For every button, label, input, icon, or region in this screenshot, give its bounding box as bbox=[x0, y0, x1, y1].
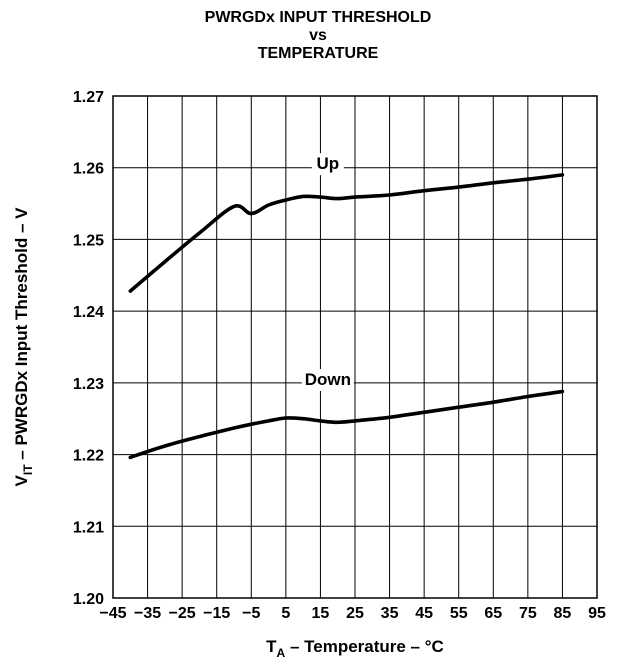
x-tick-label: 55 bbox=[450, 605, 468, 622]
x-tick-label: 95 bbox=[588, 605, 606, 622]
x-tick-label: 45 bbox=[415, 605, 433, 622]
y-tick-label: 1.23 bbox=[73, 376, 104, 393]
x-tick-label: 85 bbox=[554, 605, 572, 622]
y-tick-label: 1.27 bbox=[73, 89, 104, 106]
ylabel-subscript: IT bbox=[21, 464, 35, 475]
x-tick-label: −25 bbox=[169, 605, 196, 622]
series-label-up: Up bbox=[317, 154, 340, 173]
series-label-bg bbox=[301, 369, 354, 392]
chart-title-line: vs bbox=[309, 27, 327, 44]
x-axis-label: TA – Temperature – °C bbox=[266, 637, 444, 660]
x-tick-label: 25 bbox=[346, 605, 364, 622]
chart-title-line: TEMPERATURE bbox=[258, 45, 379, 62]
x-tick-label: 15 bbox=[312, 605, 330, 622]
series-labels: Up Down bbox=[301, 153, 354, 392]
x-tick-labels: −45 −35 −25 −15 −5 5 15 25 35 45 55 65 75 85 95 bbox=[99, 605, 606, 622]
y-tick-label: 1.20 bbox=[73, 591, 104, 608]
y-tick-label: 1.26 bbox=[73, 161, 104, 178]
y-tick-label: 1.24 bbox=[73, 304, 104, 321]
series-line-up bbox=[128, 173, 565, 293]
y-tick-labels: 1.20 1.21 1.22 1.23 1.24 1.25 1.26 1.27 bbox=[73, 89, 104, 608]
y-tick-label: 1.21 bbox=[73, 519, 104, 536]
y-tick-label: 1.22 bbox=[73, 448, 104, 465]
y-axis-label: VIT – PWRGDx Input Threshold – V bbox=[12, 207, 35, 487]
series-lines bbox=[128, 173, 565, 460]
x-tick-label: 65 bbox=[484, 605, 502, 622]
series-label-down: Down bbox=[305, 370, 351, 389]
series-label-bg bbox=[311, 153, 344, 176]
x-tick-label: −45 bbox=[99, 605, 126, 622]
xlabel-text: – Temperature – °C bbox=[285, 637, 444, 656]
chart-title-line: PWRGDx INPUT THRESHOLD bbox=[205, 9, 432, 26]
ylabel-text: – PWRGDx Input Threshold – V bbox=[12, 207, 31, 465]
x-tick-label: 5 bbox=[281, 605, 290, 622]
x-tick-label: −5 bbox=[242, 605, 260, 622]
gridlines bbox=[112, 95, 598, 599]
series-line-down bbox=[128, 389, 565, 460]
plot-frame bbox=[112, 95, 598, 599]
ylabel-symbol: V bbox=[12, 474, 31, 486]
x-tick-label: −35 bbox=[134, 605, 161, 622]
y-tick-label: 1.25 bbox=[73, 232, 104, 249]
x-tick-label: −15 bbox=[203, 605, 230, 622]
xlabel-subscript: A bbox=[277, 646, 286, 660]
x-tick-label: 75 bbox=[519, 605, 537, 622]
x-tick-label: 35 bbox=[381, 605, 399, 622]
xlabel-symbol: T bbox=[266, 637, 277, 656]
